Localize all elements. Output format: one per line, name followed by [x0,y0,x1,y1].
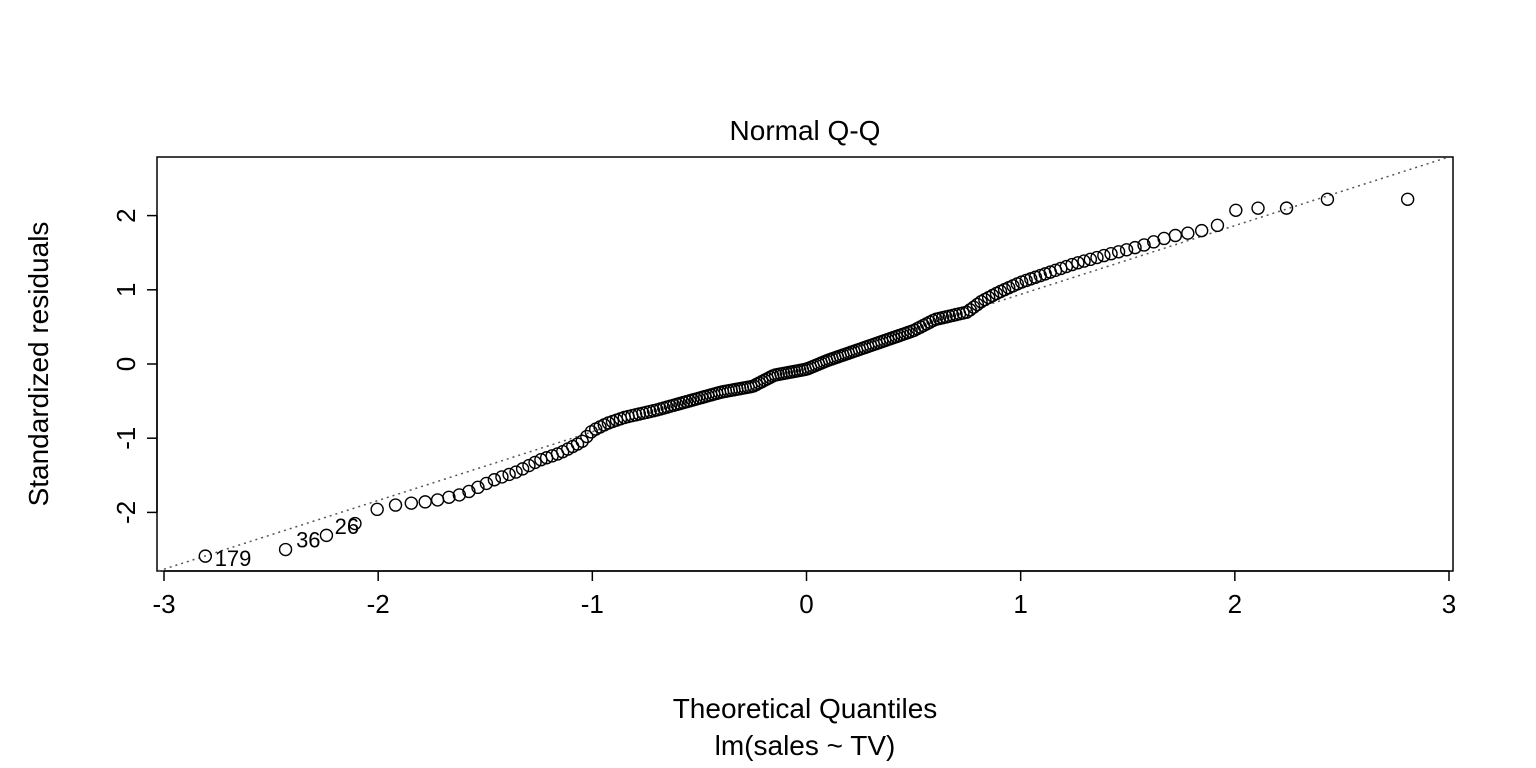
qq-point [388,498,403,512]
qq-point [1059,259,1074,274]
x-axis: -3 -2 -1 0 1 2 3 [152,570,1456,619]
qq-point [1137,238,1151,252]
qq-point [1157,231,1171,246]
qq-point [348,516,362,531]
chart-title: Normal Q-Q [730,115,881,146]
qq-point [198,549,213,563]
qq-point [1077,254,1091,268]
x-tick-label: 2 [1228,589,1242,619]
qq-point [1279,201,1294,215]
qq-point [479,476,494,491]
qq-point [452,488,467,502]
qq-point [495,470,509,484]
qq-point [1400,192,1415,206]
qq-point [430,493,445,507]
qq-point [515,462,530,476]
qq-point [1119,243,1134,257]
data-points [198,192,1415,563]
qq-point [1251,201,1265,215]
qq-point [1097,248,1111,263]
x-axis-title: Theoretical Quantiles [673,693,938,724]
y-axis-title: Standardized residuals [23,222,54,507]
qq-point [278,542,293,557]
qq-point [487,473,502,487]
qq-point [1229,203,1243,218]
qq-point [442,490,456,504]
x-tick-label: 0 [799,589,813,619]
x-tick-label: -2 [367,589,390,619]
qq-point [1083,252,1098,267]
qq-point [319,528,334,543]
qq-point [404,496,419,510]
qq-point [502,467,516,482]
x-tick-label: -1 [581,589,604,619]
qq-point [1168,228,1183,243]
qq-point [1065,257,1079,272]
y-tick-label: -2 [111,501,141,524]
x-axis-subtitle: lm(sales ~ TV) [715,730,896,761]
qq-point [471,480,485,495]
qq-point [1111,245,1126,259]
y-tick-label: -1 [111,427,141,450]
qq-point [1320,192,1335,206]
point-labels: 179 36 26 [215,514,359,571]
qq-point [528,455,542,470]
qq-point [418,495,432,509]
qq-point [1128,240,1142,255]
qq-point [1181,226,1195,240]
point-label: 179 [215,546,252,571]
reference-line [158,156,1449,572]
qq-point [522,458,536,473]
x-tick-label: -3 [152,589,175,619]
qq-point [959,305,974,319]
point-label: 26 [335,514,359,539]
y-tick-label: 2 [111,208,141,222]
y-tick-label: 1 [111,283,141,297]
y-axis: -2 -1 0 1 2 [111,208,158,524]
qq-point [970,297,985,312]
y-tick-label: 0 [111,357,141,371]
qq-point [580,429,594,444]
qq-point [575,434,589,448]
x-tick-label: 3 [1442,589,1456,619]
qq-point [1104,247,1118,261]
qq-point [1194,223,1209,238]
x-tick-label: 1 [1013,589,1027,619]
qq-point [1090,250,1104,265]
qq-point [462,484,476,499]
qq-point [509,465,523,479]
qq-point [370,502,384,517]
qq-point [1071,256,1085,270]
qq-point [1210,218,1225,233]
point-label: 36 [296,528,320,553]
